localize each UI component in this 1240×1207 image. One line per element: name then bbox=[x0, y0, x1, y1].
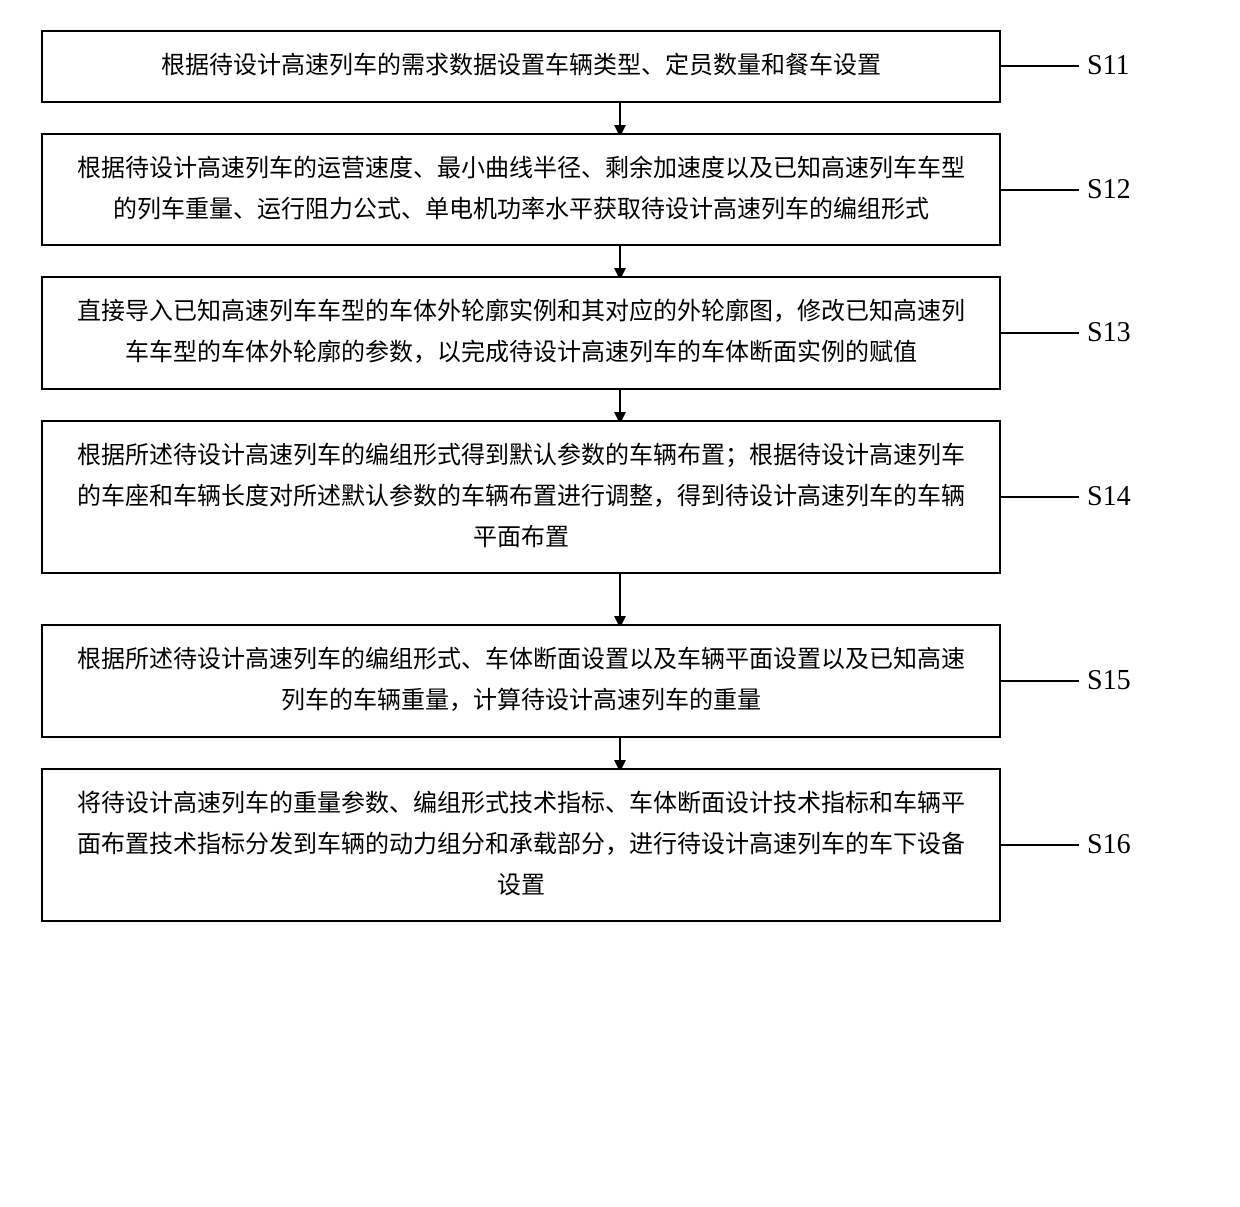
step-text: 根据待设计高速列车的运营速度、最小曲线半径、剩余加速度以及已知高速列车车型的列车… bbox=[67, 149, 975, 231]
step-row-4: 根据所述待设计高速列车的编组形式得到默认参数的车辆布置；根据待设计高速列车的车座… bbox=[40, 420, 1200, 574]
step-text: 直接导入已知高速列车车型的车体外轮廓实例和其对应的外轮廓图，修改已知高速列车车型… bbox=[67, 292, 975, 374]
step-box-s13: 直接导入已知高速列车车型的车体外轮廓实例和其对应的外轮廓图，修改已知高速列车车型… bbox=[41, 276, 1001, 390]
step-box-s14: 根据所述待设计高速列车的编组形式得到默认参数的车辆布置；根据待设计高速列车的车座… bbox=[41, 420, 1001, 574]
arrow-down-icon bbox=[610, 103, 630, 133]
step-row-1: 根据待设计高速列车的需求数据设置车辆类型、定员数量和餐车设置 S11 bbox=[40, 30, 1200, 103]
step-label-s11: S11 bbox=[1079, 50, 1199, 82]
arrow-connector bbox=[570, 246, 670, 276]
label-connector bbox=[999, 332, 1079, 334]
step-row-5: 根据所述待设计高速列车的编组形式、车体断面设置以及车辆平面设置以及已知高速列车的… bbox=[40, 624, 1200, 738]
step-row-2: 根据待设计高速列车的运营速度、最小曲线半径、剩余加速度以及已知高速列车车型的列车… bbox=[40, 133, 1200, 247]
step-box-s15: 根据所述待设计高速列车的编组形式、车体断面设置以及车辆平面设置以及已知高速列车的… bbox=[41, 624, 1001, 738]
step-text: 根据所述待设计高速列车的编组形式得到默认参数的车辆布置；根据待设计高速列车的车座… bbox=[67, 436, 975, 558]
flowchart-container: 根据待设计高速列车的需求数据设置车辆类型、定员数量和餐车设置 S11 根据待设计… bbox=[40, 30, 1200, 922]
step-row-3: 直接导入已知高速列车车型的车体外轮廓实例和其对应的外轮廓图，修改已知高速列车车型… bbox=[40, 276, 1200, 390]
step-label-s16: S16 bbox=[1079, 829, 1199, 861]
arrow-down-icon bbox=[610, 574, 630, 624]
step-label-s12: S12 bbox=[1079, 174, 1199, 206]
step-text: 将待设计高速列车的重量参数、编组形式技术指标、车体断面设计技术指标和车辆平面布置… bbox=[67, 784, 975, 906]
step-box-s16: 将待设计高速列车的重量参数、编组形式技术指标、车体断面设计技术指标和车辆平面布置… bbox=[41, 768, 1001, 922]
step-row-6: 将待设计高速列车的重量参数、编组形式技术指标、车体断面设计技术指标和车辆平面布置… bbox=[40, 768, 1200, 922]
step-text: 根据所述待设计高速列车的编组形式、车体断面设置以及车辆平面设置以及已知高速列车的… bbox=[67, 640, 975, 722]
step-label-s14: S14 bbox=[1079, 481, 1199, 513]
label-connector bbox=[999, 680, 1079, 682]
step-label-s13: S13 bbox=[1079, 317, 1199, 349]
label-connector bbox=[999, 844, 1079, 846]
arrow-connector bbox=[570, 738, 670, 768]
label-connector bbox=[999, 496, 1079, 498]
arrow-down-icon bbox=[610, 738, 630, 768]
step-box-s11: 根据待设计高速列车的需求数据设置车辆类型、定员数量和餐车设置 bbox=[41, 30, 1001, 103]
label-connector bbox=[999, 65, 1079, 67]
arrow-connector bbox=[570, 390, 670, 420]
arrow-down-icon bbox=[610, 246, 630, 276]
step-text: 根据待设计高速列车的需求数据设置车辆类型、定员数量和餐车设置 bbox=[161, 46, 881, 87]
step-box-s12: 根据待设计高速列车的运营速度、最小曲线半径、剩余加速度以及已知高速列车车型的列车… bbox=[41, 133, 1001, 247]
arrow-down-icon bbox=[610, 390, 630, 420]
arrow-connector bbox=[570, 574, 670, 624]
arrow-connector bbox=[570, 103, 670, 133]
label-connector bbox=[999, 189, 1079, 191]
step-label-s15: S15 bbox=[1079, 665, 1199, 697]
